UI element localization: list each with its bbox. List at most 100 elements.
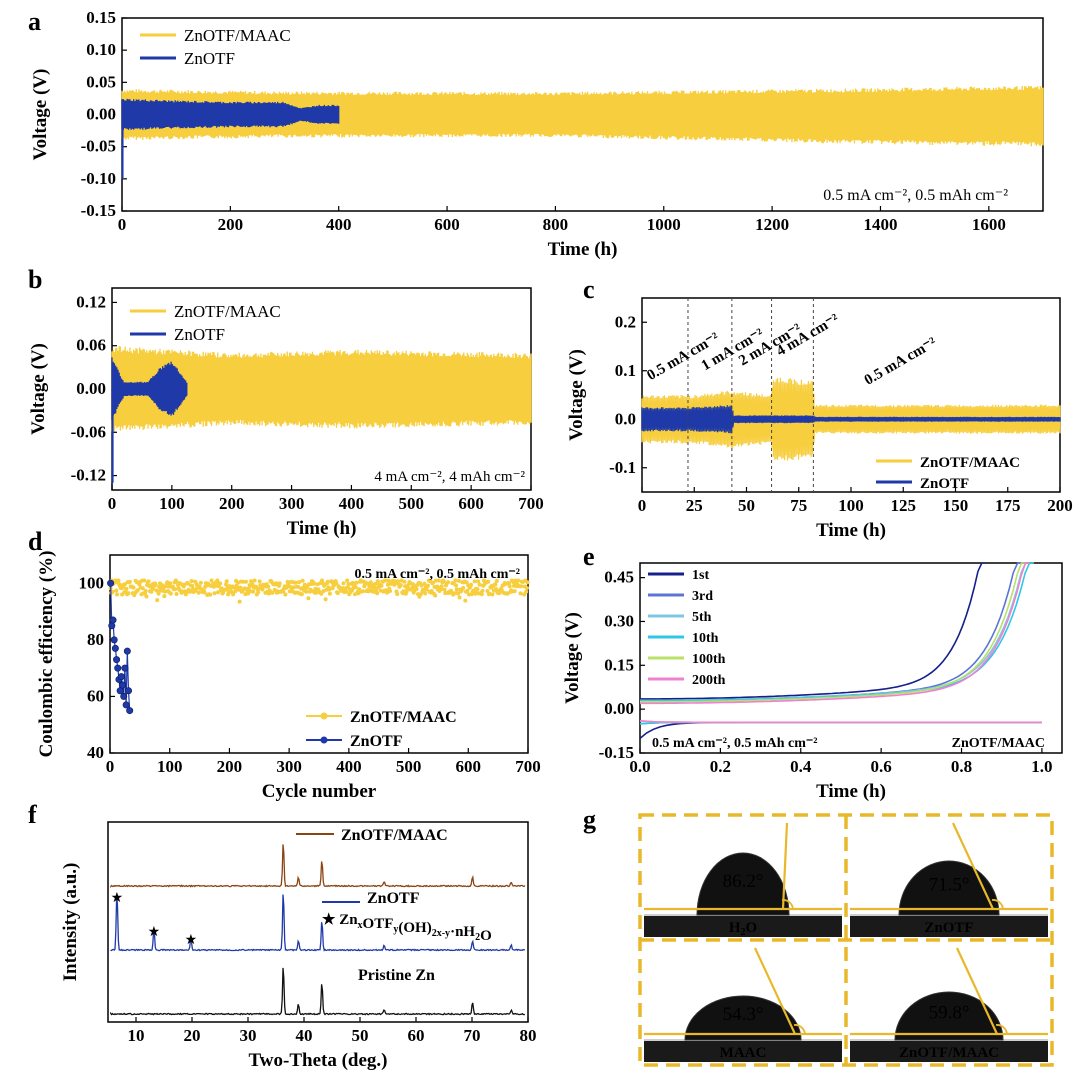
electrolyte-name: H2O [729,920,757,938]
legend-label: ZnOTF/MAAC [174,302,281,321]
x-tick-label-b: 0 [108,494,117,513]
chart-b-voltage-high-rate: 0 100 200 300 400 500 600 700 -0.12 -0.06 0.00 0.06… [28,287,544,539]
legend-label: 3rd [692,589,713,604]
y-tick-label-d: 80 [87,630,104,649]
panel-label-a: a [28,7,41,36]
legend-label: 100th [692,652,726,667]
x-tick-label-c: 125 [891,496,917,515]
x-tick-label-c: 100 [838,496,864,515]
x-tick-label-f: 30 [240,1026,257,1045]
tangent-line [754,947,796,1035]
data-point-znotf [122,701,130,709]
x-tick-label-c: 200 [1047,496,1073,515]
y-axis-label-a: Voltage (V) [30,69,51,161]
panel-label-c: c [583,275,595,304]
x-axis-label-a: Time (h) [548,239,618,260]
x-tick-label-f: 80 [520,1026,537,1045]
x-tick-label-a: 400 [326,215,352,234]
series-znotf [111,357,188,421]
x-tick-label-c: 150 [943,496,969,515]
y-axis-label-e: Voltage (V) [562,612,583,704]
legend-label: ZnOTF [350,733,403,750]
panel-label-e: e [583,542,595,571]
angle-arc [781,899,794,910]
x-tick-label-a: 1400 [863,215,897,234]
data-point-znotf [111,644,119,652]
charge-curve-100th [640,562,1026,703]
x-tick-label-d: 300 [276,757,302,776]
angle-arc [995,1024,1008,1035]
y-tick-label-a: 0.10 [86,40,116,59]
x-tick-label-d: 600 [456,757,482,776]
water-droplet [898,860,1000,916]
data-point-znotf [125,687,133,695]
x-tick-label-c: 0 [638,496,647,515]
legend-label-pristine-zn: Pristine Zn [358,967,435,984]
rate-label: 0.5 mA cm⁻² [862,334,940,388]
x-tick-label-a: 600 [434,215,460,234]
data-point-znotf [120,692,128,700]
charge-curve-1st [640,562,986,700]
peak-star-marker: ★ [185,933,198,948]
data-point-znotf [110,636,118,644]
y-tick-label-b: 0.00 [76,379,106,398]
y-axis-label-c: Voltage (V) [566,349,587,441]
xrd-pattern-pristine-zn [110,967,526,1016]
y-tick-label-c: -0.1 [609,458,636,477]
data-point-znotf [123,647,131,655]
chart-e-voltage-profiles: 0.0 0.2 0.4 0.6 0.8 1.0 -0.15 0.00 0.15 0.30 0.45 T… [562,562,1063,802]
data-point-znotf [119,681,127,689]
panel-label-d: d [28,527,43,556]
legend-label: ZnOTF/MAAC [184,26,291,45]
legend-label-znotf-maac: ZnOTF/MAAC [341,827,448,844]
y-tick-label-a: -0.15 [81,201,116,220]
condition-annotation: 0.5 mA cm⁻², 0.5 mAh cm⁻² [355,567,520,582]
y-tick-label-a: 0.05 [86,72,116,91]
y-tick-label-e: 0.15 [604,655,634,674]
x-tick-label-c: 175 [995,496,1021,515]
charge-curve-200th [640,562,1030,705]
y-tick-label-a: -0.05 [81,137,116,156]
condition-annotation: 0.5 mA cm⁻², 0.5 mAh cm⁻² [823,187,1008,204]
peak-star-marker: ★ [111,891,124,906]
x-tick-label-a: 1200 [755,215,789,234]
legend-label: ZnOTF [174,325,225,344]
y-tick-label-e: 0.45 [604,568,634,587]
panel-label-g: g [583,805,596,834]
chart-c-rate-performance: 0 25 50 75 100 125 150 175 200 -0.1 0.0 0.1 0.2 Time … [566,297,1073,541]
x-tick-label-d: 100 [157,757,183,776]
discharge-curve-200th [639,720,1042,724]
legend-label: 200th [692,673,726,688]
tangent-line [781,822,789,910]
y-tick-label-b: -0.12 [71,466,106,485]
x-tick-label-e: 0.0 [629,757,650,776]
water-droplet [894,991,1004,1041]
data-point-znotf [121,664,129,672]
legend-label: ZnOTF/MAAC [920,455,1020,471]
data-point-znotf [114,664,122,672]
x-tick-label-b: 300 [279,494,305,513]
y-tick-label-a: 0.15 [86,8,116,27]
y-tick-label-e: -0.15 [599,743,634,762]
x-tick-label-f: 20 [184,1026,201,1045]
data-point-znotf [113,656,121,664]
series-znotf [641,405,1061,434]
y-tick-label-a: -0.10 [81,169,116,188]
tangent-line [956,947,998,1035]
condition-annotation: 4 mA cm⁻², 4 mAh cm⁻² [374,469,525,485]
legend-label: ZnOTF [920,476,969,492]
x-tick-label-f: 10 [128,1026,145,1045]
y-tick-label-c: 0.0 [615,409,636,428]
x-tick-label-d: 700 [515,757,541,776]
xrd-pattern-znotf [110,894,526,952]
x-tick-label-b: 500 [399,494,425,513]
x-tick-label-a: 200 [218,215,244,234]
x-axis-label-d: Cycle number [262,781,377,802]
x-axis-label-e: Time (h) [816,781,886,802]
y-tick-label-b: 0.06 [76,336,106,355]
chart-f-xrd: 10 20 30 40 50 60 70 80 Two-Theta (deg.) Intensit… [60,821,537,1071]
data-point-znotf [107,579,115,587]
water-droplet [696,852,790,916]
x-axis-label-b: Time (h) [287,518,357,539]
panel-label-f: f [28,800,37,829]
